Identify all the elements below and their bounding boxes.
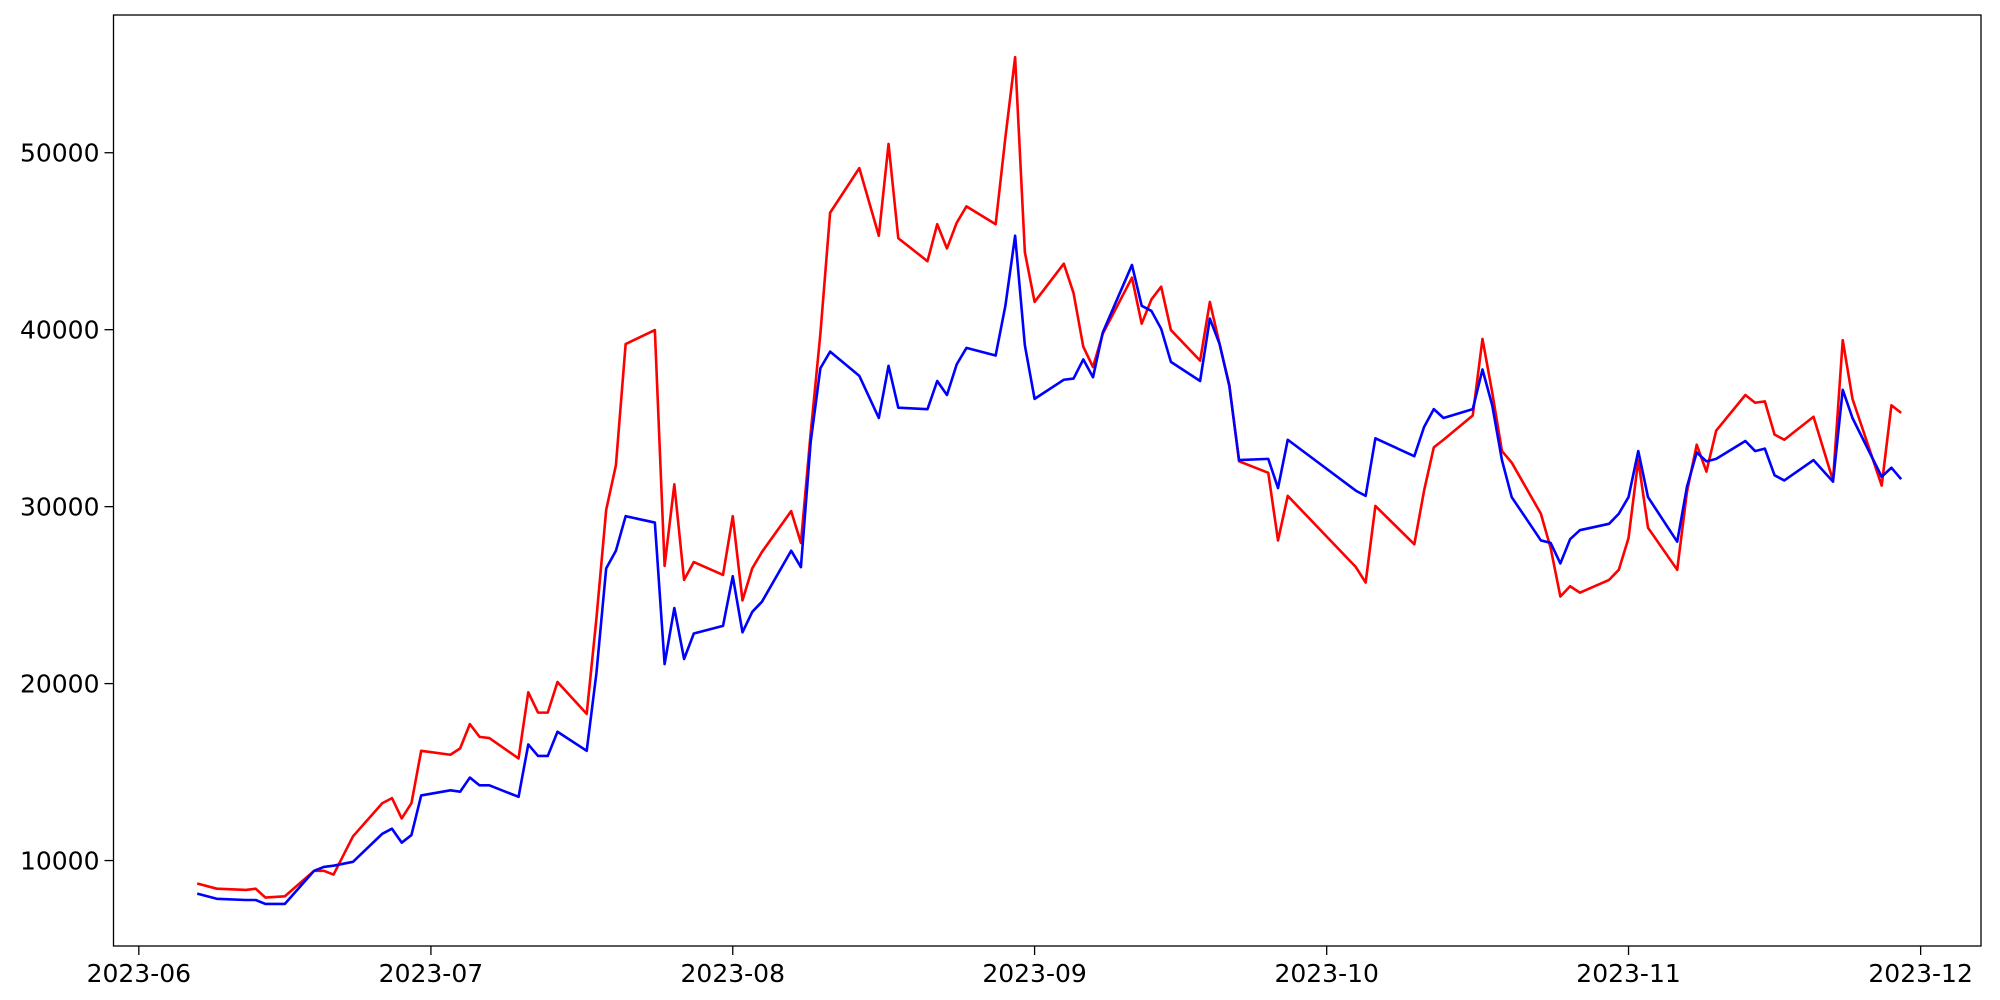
y-tick-label: 20000 (20, 670, 100, 699)
y-tick-label: 10000 (20, 847, 100, 876)
x-tick-label: 2023-08 (681, 959, 785, 988)
plot-frame (112, 14, 1982, 947)
y-tick-label: 50000 (20, 139, 100, 168)
x-tick-label: 2023-12 (1868, 959, 1972, 988)
y-tick-label: 40000 (20, 316, 100, 345)
series-line (196, 55, 1902, 899)
x-tick-label: 2023-07 (379, 959, 483, 988)
x-tick-label: 2023-06 (87, 959, 191, 988)
x-tick-label: 2023-10 (1274, 959, 1378, 988)
x-tick-label: 2023-11 (1576, 959, 1680, 988)
x-tick-label: 2023-09 (982, 959, 1086, 988)
series-line (196, 234, 1903, 906)
y-tick-label: 30000 (20, 493, 100, 522)
